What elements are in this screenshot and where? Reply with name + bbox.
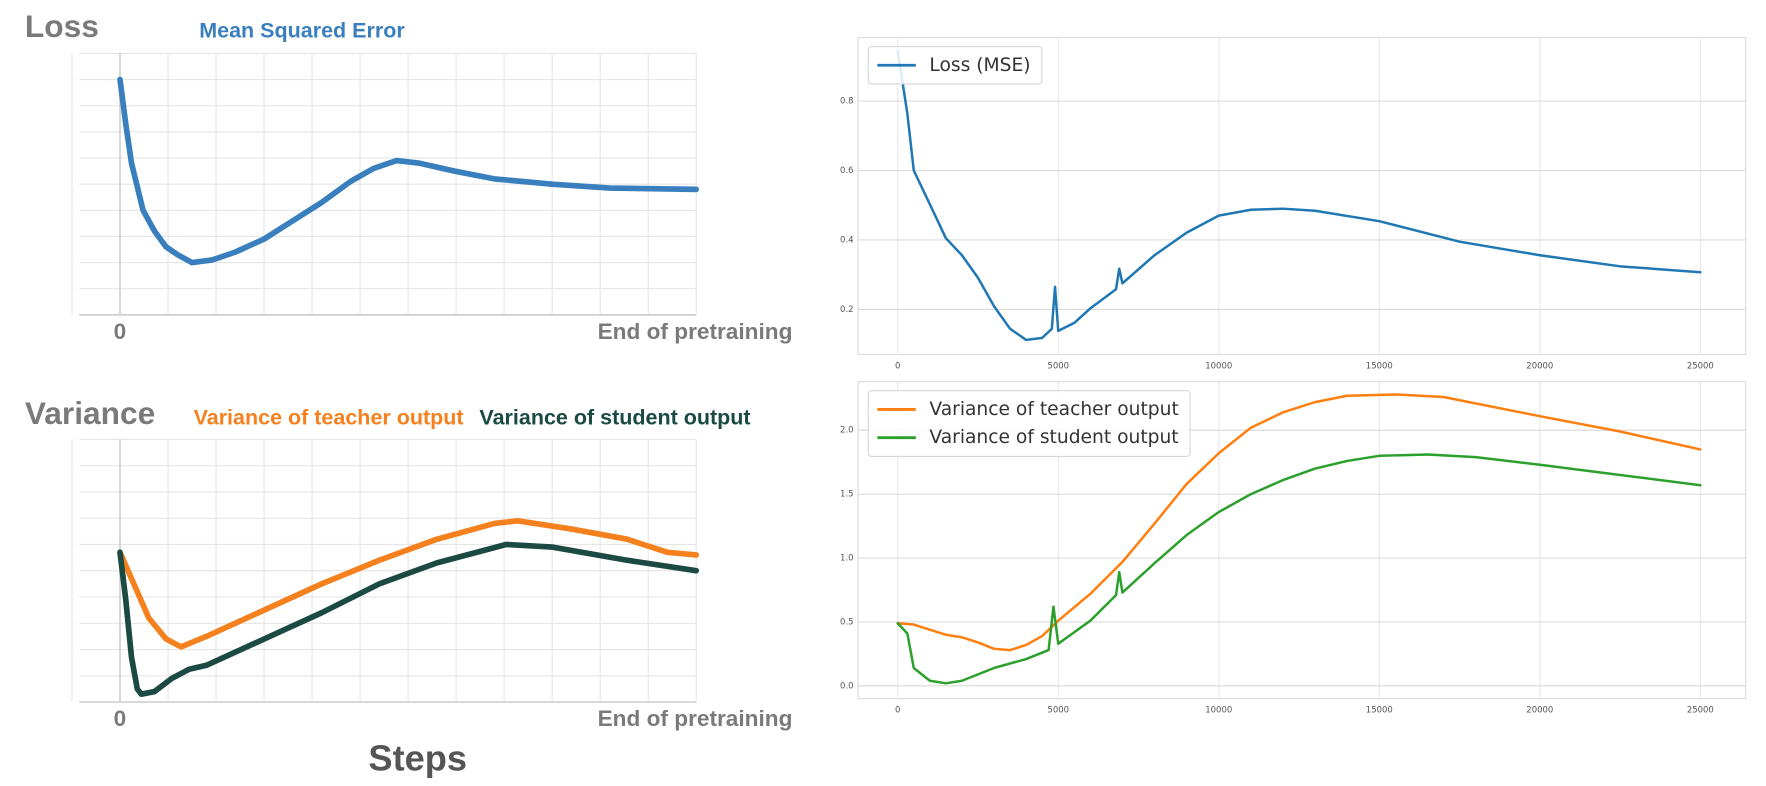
x-tick-label: 25000	[1687, 705, 1714, 715]
legend-label: Variance of teacher output	[929, 399, 1178, 420]
x-tick-label: 20000	[1526, 361, 1553, 371]
x-tick-label: End of pretraining	[598, 319, 793, 344]
x-tick-label: 25000	[1687, 361, 1714, 371]
plot-frame	[857, 36, 1747, 356]
x-tick-label: 0	[114, 706, 127, 731]
x-tick-label: 0	[895, 361, 900, 371]
y-tick-label: 0.8	[840, 97, 853, 107]
series-line	[896, 453, 1702, 685]
chart-title: Variance	[25, 395, 155, 431]
y-tick-label: 1.5	[840, 490, 853, 500]
y-tick-label: 0.2	[840, 305, 853, 315]
y-tick-label: 0.0	[840, 681, 853, 691]
plot-frame	[857, 381, 1747, 700]
x-tick-label: 5000	[1047, 361, 1069, 371]
legend-box	[867, 390, 1191, 457]
legend-box	[867, 46, 1043, 85]
y-tick-label: 0.5	[840, 617, 853, 627]
x-tick-label: 0	[895, 705, 900, 715]
series-line	[896, 49, 1702, 342]
y-tick-label: 2.0	[840, 426, 853, 436]
y-tick-label: 0.6	[840, 166, 853, 176]
x-tick-label: 15000	[1366, 705, 1393, 715]
series-line	[117, 76, 700, 266]
y-tick-label: 0.4	[840, 235, 853, 245]
legend-label: Variance of teacher output	[194, 406, 464, 430]
series-line	[117, 518, 700, 650]
x-tick-label: 5000	[1047, 705, 1069, 715]
x-tick-label: 20000	[1526, 705, 1553, 715]
legend-label: Variance of student output	[929, 427, 1178, 448]
x-tick-label: 10000	[1205, 361, 1232, 371]
series-line	[117, 541, 700, 698]
y-tick-label: 1.0	[840, 554, 853, 564]
x-tick-label: 0	[114, 319, 127, 344]
x-tick-label: 15000	[1366, 361, 1393, 371]
legend-label: Loss (MSE)	[929, 55, 1030, 76]
x-tick-label: 10000	[1205, 705, 1232, 715]
x-tick-label: End of pretraining	[598, 706, 793, 731]
x-axis-label: Steps	[368, 737, 467, 778]
series-line	[896, 393, 1702, 652]
legend-label: Variance of student output	[479, 406, 750, 430]
legend-label: Mean Squared Error	[199, 19, 405, 43]
chart-title: Loss	[25, 8, 99, 44]
